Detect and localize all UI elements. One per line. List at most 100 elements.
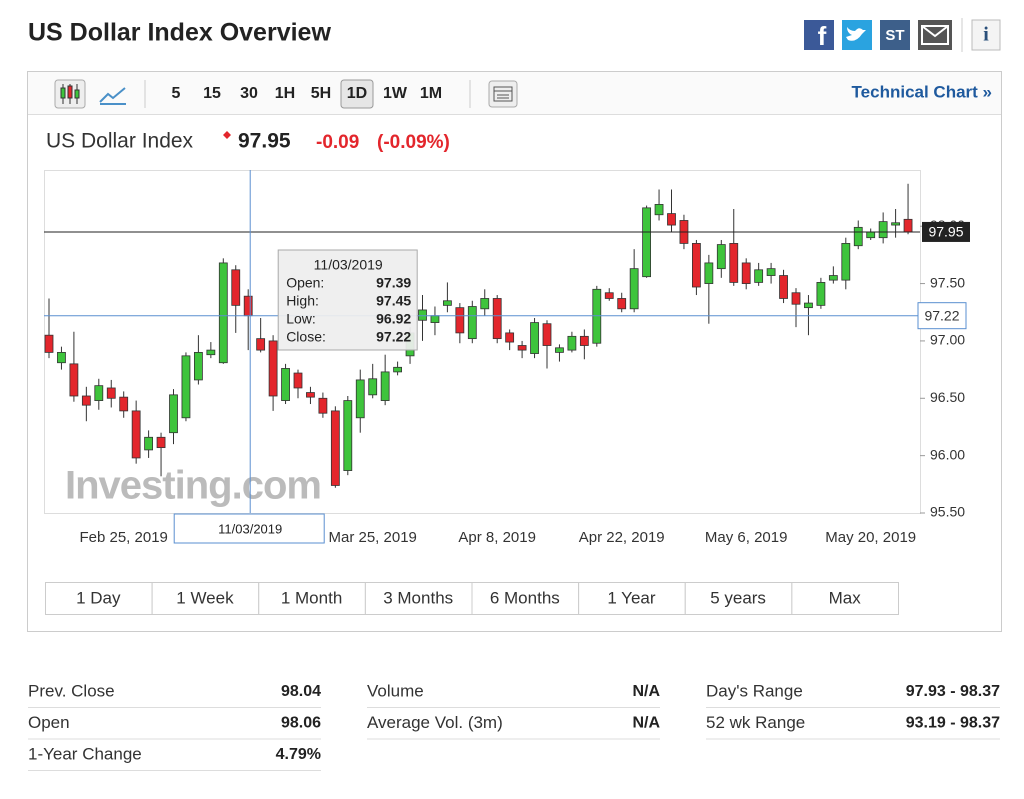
candle-body [306,392,315,398]
candle-body [393,366,403,373]
candle-body [866,231,876,239]
candle-body [642,207,651,278]
candle-body [555,347,564,353]
range-button[interactable] [364,582,473,615]
stat-label: Average Vol. (3m) [367,713,503,732]
candle-body [256,338,266,351]
candle-body [654,204,664,216]
y-tick-label: 96.00 [930,446,965,462]
stat-label: 52 wk Range [706,713,805,732]
candle-body [131,410,141,459]
y-tick-label: 97.50 [930,274,965,290]
interval-button[interactable]: 5 [172,85,181,102]
settings-button[interactable] [488,80,518,108]
range-button[interactable] [151,582,260,615]
candle-body [505,332,515,343]
candle-body [853,226,863,247]
candle-body [144,436,154,451]
interval-button[interactable]: 30 [240,85,258,102]
interval-button[interactable]: 1D [347,85,367,102]
mail-glyph [921,25,949,45]
tooltip-label: High: [286,293,319,309]
candle-body [69,363,79,397]
range-button[interactable] [471,582,580,615]
range-button[interactable] [258,582,366,615]
candle-body [268,340,278,397]
candle-body [293,372,303,389]
candle-body [542,323,552,346]
x-tick-label: Apr 22, 2019 [579,529,665,546]
candle-body [754,269,764,283]
range-button[interactable] [578,582,686,615]
x-tick-label: Apr 8, 2019 [458,529,536,546]
range-label: 1 Week [176,588,234,607]
settings-glyph [493,86,513,102]
interval-button[interactable]: 5H [311,85,331,102]
candle-body [218,262,228,364]
stocktwits-glyph: ST [885,27,904,44]
change-indicator [223,131,231,139]
x-tick-label: Feb 25, 2019 [79,529,167,546]
quote-change-pct: (-0.09%) [377,132,450,153]
candle-body [281,368,290,401]
candle-body [617,298,627,310]
interval-button[interactable]: 1H [275,85,295,102]
candle-body [891,222,900,226]
crosshair-date-label: 11/03/2019 [218,521,282,536]
tooltip-date: 11/03/2019 [314,257,383,273]
last-price-label: 97.95 [928,224,963,240]
range-label: 6 Months [490,588,560,607]
candle-body [903,218,913,233]
crosshair-price-label: 97.22 [924,307,959,323]
range-button[interactable] [684,582,793,615]
info-icon[interactable] [971,19,1001,51]
y-tick-label: 95.50 [930,504,965,520]
quote-price: 97.95 [238,130,291,153]
interval-button[interactable]: 1M [420,85,442,102]
candle-body [106,387,116,399]
candle-body [480,298,490,310]
candle-body [729,243,739,283]
twitter-glyph [846,27,866,41]
crosshair-price-box [917,302,967,330]
candle-body [231,269,241,306]
candle-body [517,345,527,351]
tooltip [277,249,418,351]
stat-value: N/A [632,683,660,700]
tooltip-value: 97.22 [376,329,411,345]
page-title: US Dollar Index Overview [28,19,331,47]
stat-label: Prev. Close [28,681,115,700]
candle-body [492,298,502,340]
candle-body [791,292,801,305]
line-type-button[interactable] [99,87,126,105]
candle-body [355,379,365,419]
candle-body [579,335,589,346]
candle-body [318,397,328,414]
x-tick-label: Mar 25, 2019 [329,529,417,546]
stat-label: 1-Year Change [28,744,142,763]
tooltip-value: 97.45 [376,293,411,309]
candle-body [44,334,54,353]
candle-body [828,275,838,281]
range-button[interactable] [45,582,153,615]
candle-body [330,410,340,486]
stat-value: 98.06 [281,715,321,732]
interval-button[interactable]: 15 [203,85,221,102]
range-label: 1 Year [607,588,656,607]
plot-area [44,170,921,514]
candle-body [667,213,676,226]
candle-body [816,282,826,306]
facebook-icon[interactable] [804,20,834,50]
candle-body [368,378,378,396]
y-tick-label: 96.50 [930,389,965,405]
candle-body [442,300,452,306]
range-button[interactable] [791,582,899,615]
candle-body [467,306,477,340]
info-glyph: i [983,24,989,46]
candle-body [841,243,851,281]
technical-chart-link[interactable]: Technical Chart » [852,82,992,101]
stocktwits-icon[interactable] [880,20,910,50]
candle-body [604,292,614,299]
x-tick-label: May 20, 2019 [825,529,916,546]
interval-button[interactable]: 1W [383,85,408,102]
